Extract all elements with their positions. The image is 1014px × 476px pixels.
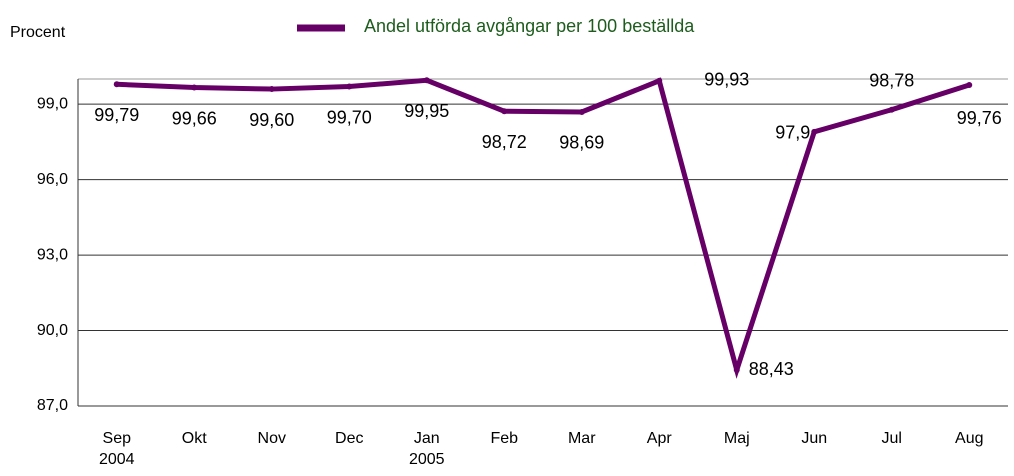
data-label: 99,76 <box>957 108 1002 128</box>
data-label: 98,72 <box>482 132 527 152</box>
data-label: 97,9 <box>775 123 810 143</box>
x-tick-label: Aug <box>955 430 984 447</box>
x-tick-label: Nov <box>257 430 286 447</box>
x-tick-label: Feb <box>490 430 519 447</box>
x-tick-label: Sep 2004 <box>98 430 135 468</box>
data-label: 99,95 <box>404 101 449 121</box>
data-label: 88,43 <box>749 359 794 379</box>
x-tick-label: Jun <box>801 430 828 447</box>
x-tick-label: Mar <box>567 430 596 447</box>
x-tick-label: Jul <box>881 430 902 447</box>
data-label: 99,93 <box>704 70 749 90</box>
y-tick-label: 90,0 <box>37 322 68 339</box>
data-label: 98,78 <box>869 70 914 90</box>
y-axis-label: Procent <box>10 24 66 41</box>
data-label: 98,69 <box>559 133 604 153</box>
x-tick-label: Jan 2005 <box>408 430 445 468</box>
y-tick-label: 96,0 <box>37 171 68 188</box>
data-point <box>656 77 663 84</box>
data-point <box>811 128 818 135</box>
legend-label: Andel utförda avgångar per 100 beställda <box>364 16 695 36</box>
data-point <box>191 84 198 91</box>
data-point <box>578 108 585 115</box>
data-label: 99,70 <box>327 107 372 127</box>
data-label: 99,66 <box>172 108 217 128</box>
data-point <box>113 81 120 88</box>
data-point <box>966 82 973 89</box>
x-tick-label: Maj <box>723 430 750 447</box>
x-tick-label: Apr <box>646 430 672 447</box>
y-tick-label: 93,0 <box>37 246 68 263</box>
data-point <box>733 367 740 374</box>
series-line <box>116 77 971 379</box>
y-tick-label: 99,0 <box>37 95 68 112</box>
data-point <box>268 86 275 93</box>
x-tick-label: Okt <box>181 430 207 447</box>
data-point <box>423 77 430 84</box>
x-tick-label: Dec <box>335 430 364 447</box>
data-label: 99,60 <box>249 110 294 130</box>
data-point <box>346 83 353 90</box>
data-point <box>501 108 508 115</box>
data-label: 99,79 <box>94 105 139 125</box>
data-point <box>888 106 895 113</box>
y-tick-label: 87,0 <box>37 397 68 414</box>
